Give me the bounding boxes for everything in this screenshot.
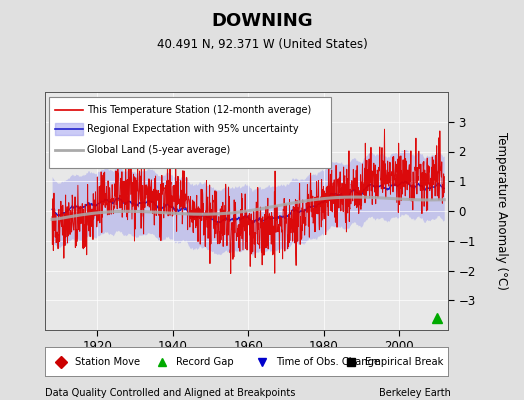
Text: Time of Obs. Change: Time of Obs. Change xyxy=(277,357,380,366)
Text: Station Move: Station Move xyxy=(75,357,140,366)
Text: Data Quality Controlled and Aligned at Breakpoints: Data Quality Controlled and Aligned at B… xyxy=(45,388,295,398)
Text: Berkeley Earth: Berkeley Earth xyxy=(379,388,451,398)
Text: Global Land (5-year average): Global Land (5-year average) xyxy=(87,145,230,155)
Text: 40.491 N, 92.371 W (United States): 40.491 N, 92.371 W (United States) xyxy=(157,38,367,51)
Text: This Temperature Station (12-month average): This Temperature Station (12-month avera… xyxy=(87,105,311,115)
FancyBboxPatch shape xyxy=(49,97,331,168)
Text: Empirical Break: Empirical Break xyxy=(365,357,444,366)
Text: DOWNING: DOWNING xyxy=(211,12,313,30)
Y-axis label: Temperature Anomaly (°C): Temperature Anomaly (°C) xyxy=(495,132,508,290)
Text: Regional Expectation with 95% uncertainty: Regional Expectation with 95% uncertaint… xyxy=(87,124,299,134)
Text: Record Gap: Record Gap xyxy=(176,357,233,366)
